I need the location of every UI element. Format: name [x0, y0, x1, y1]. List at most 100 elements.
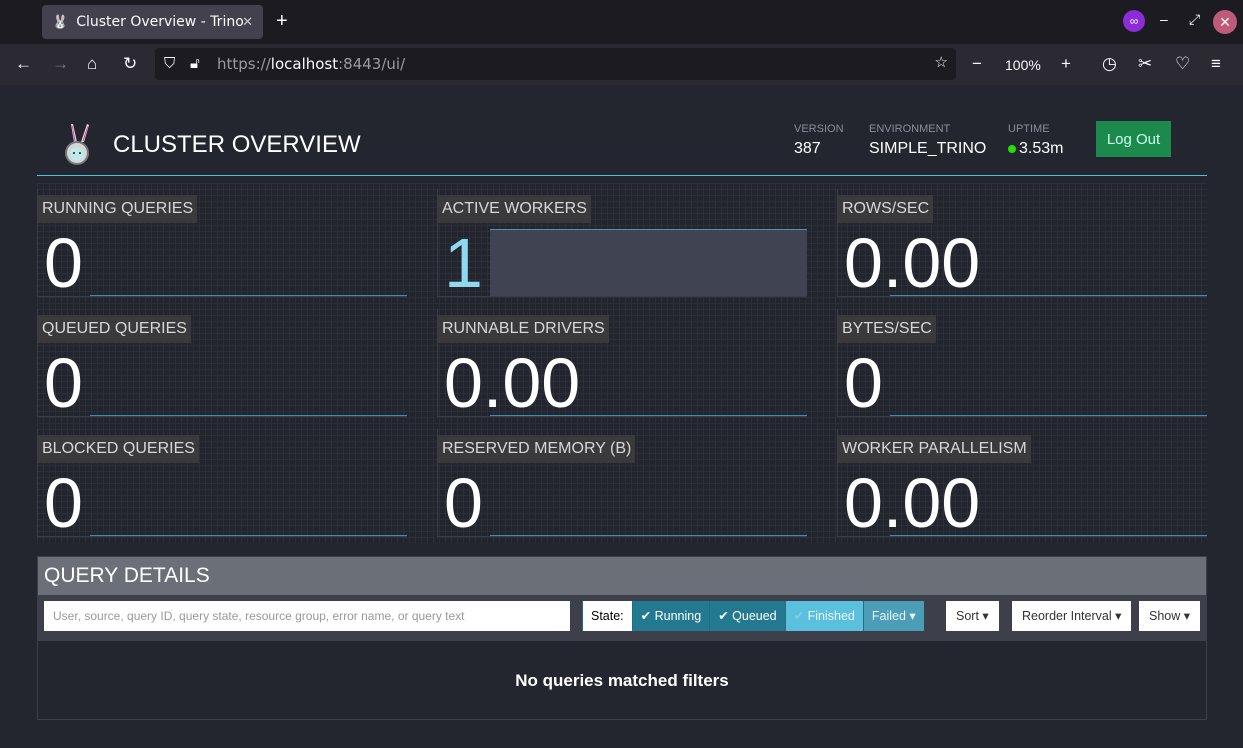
new-tab-button[interactable]: + — [276, 10, 288, 32]
sparkline — [90, 415, 407, 416]
metric-value: 0 — [44, 464, 83, 542]
zoom-level[interactable]: 100% — [1005, 57, 1041, 73]
version-value: 387 — [794, 140, 821, 157]
sparkline — [490, 535, 807, 536]
metric-label: ROWS/SEC — [838, 195, 934, 223]
metric-value: 0 — [44, 344, 83, 422]
state-queued-button[interactable]: ✔ Queued — [709, 601, 785, 631]
url-scheme: https:// — [217, 55, 271, 73]
metric-panel: BYTES/SEC 0 — [837, 309, 1207, 422]
home-icon[interactable]: ⌂ — [87, 54, 98, 73]
query-filter-bar: State: ✔ Running ✔ Queued ✔ Finished Fai… — [38, 595, 1206, 641]
version-info: VERSION 387 — [794, 123, 844, 158]
metric-panel: QUEUED QUERIES 0 — [37, 309, 407, 422]
uptime-info: UPTIME 3.53m — [1008, 123, 1063, 158]
pocket-icon[interactable]: ♡ — [1175, 54, 1191, 73]
queued-label: Queued — [732, 609, 777, 623]
bookmark-star-icon[interactable]: ☆ — [934, 53, 948, 71]
page-title: CLUSTER OVERVIEW — [113, 131, 361, 158]
close-window-button[interactable]: ✕ — [1213, 10, 1237, 34]
sparkline — [490, 415, 807, 416]
trino-favicon-icon: 🐰 — [52, 14, 69, 30]
trino-logo-icon — [65, 124, 89, 165]
back-icon[interactable]: ← — [15, 54, 32, 73]
metric-panel: ACTIVE WORKERS 1 — [437, 189, 807, 302]
query-details-title: QUERY DETAILS — [38, 557, 1206, 595]
metric-panel: RUNNABLE DRIVERS 0.00 — [437, 309, 807, 422]
metric-panel: WORKER PARALLELISM 0.00 — [837, 429, 1207, 542]
reorder-label: Reorder Interval — [1022, 609, 1112, 623]
empty-message: No queries matched filters — [515, 671, 729, 690]
close-tab-icon[interactable]: ✕ — [242, 14, 253, 30]
metric-label: RUNNING QUERIES — [38, 195, 198, 223]
metric-value: 0.00 — [844, 464, 981, 542]
metric-value: 0 — [444, 464, 483, 542]
metric-label: RUNNABLE DRIVERS — [438, 315, 609, 343]
metric-panel: ROWS/SEC 0.00 — [837, 189, 1207, 302]
zoom-in-icon[interactable]: + — [1061, 54, 1071, 73]
forward-icon[interactable]: → — [52, 54, 69, 73]
sparkline — [90, 535, 407, 536]
metric-label: WORKER PARALLELISM — [838, 435, 1031, 463]
maximize-button[interactable]: ⤢ — [1189, 11, 1201, 27]
finished-label: Finished — [807, 609, 855, 623]
state-finished-button[interactable]: ✔ Finished — [784, 601, 863, 631]
private-mask-icon: ∞ — [1123, 10, 1145, 32]
metric-value: 0 — [844, 344, 883, 422]
environment-value: SIMPLE_TRINO — [869, 140, 987, 157]
metric-label: RESERVED MEMORY (B) — [438, 435, 636, 463]
environment-info: ENVIRONMENT SIMPLE_TRINO — [869, 123, 986, 158]
url-host: localhost — [270, 55, 339, 73]
url-bar[interactable]: ⛉ 🔓︎ https://localhost:8443/ui/ ☆ — [155, 48, 956, 80]
metric-label: QUEUED QUERIES — [38, 315, 191, 343]
reorder-interval-dropdown[interactable]: Reorder Interval ▾ — [1012, 601, 1132, 631]
sparkline — [90, 295, 407, 296]
metric-value: 0 — [44, 224, 83, 302]
browser-nav-bar: ← → ⌂ ↻ ⛉ 🔓︎ https://localhost:8443/ui/ … — [0, 44, 1243, 85]
menu-icon[interactable]: ≡ — [1211, 54, 1221, 73]
tab-title: Cluster Overview - Trino — [76, 14, 244, 30]
history-icon[interactable]: ◷ — [1102, 54, 1117, 73]
running-label: Running — [654, 609, 702, 623]
metric-panel: RUNNING QUERIES 0 — [37, 189, 407, 302]
sort-label: Sort — [956, 609, 979, 623]
show-label: Show — [1149, 609, 1181, 623]
minimize-button[interactable]: – — [1160, 11, 1168, 27]
state-failed-dropdown[interactable]: Failed ▾ — [862, 601, 924, 631]
metric-label: ACTIVE WORKERS — [438, 195, 591, 223]
sort-dropdown[interactable]: Sort ▾ — [946, 601, 999, 631]
query-details: QUERY DETAILS State: ✔ Running ✔ Queued … — [37, 556, 1207, 720]
metric-value: 1 — [444, 224, 483, 302]
sparkline — [890, 415, 1207, 416]
screenshot-icon[interactable]: ✂ — [1138, 54, 1153, 73]
uptime-value: 3.53m — [1019, 140, 1064, 157]
state-filter-group: State: ✔ Running ✔ Queued ✔ Finished Fai… — [582, 601, 924, 631]
sparkline-area — [490, 229, 807, 296]
show-dropdown[interactable]: Show ▾ — [1139, 601, 1201, 631]
sparkline — [890, 295, 1207, 296]
browser-tab-bar: 🐰 Cluster Overview - Trino ✕ + ∞ – ⤢ ✕ — [0, 0, 1243, 44]
metric-panel: RESERVED MEMORY (B) 0 — [437, 429, 807, 542]
logout-button[interactable]: Log Out — [1096, 121, 1171, 157]
version-label: VERSION — [794, 123, 844, 135]
metric-value: 0.00 — [444, 344, 581, 422]
query-search-input[interactable] — [44, 601, 570, 631]
failed-label: Failed — [871, 609, 906, 623]
state-label: State: — [582, 601, 632, 631]
metric-panel: BLOCKED QUERIES 0 — [37, 429, 407, 542]
environment-label: ENVIRONMENT — [869, 123, 951, 135]
status-dot-icon — [1008, 145, 1016, 153]
header-divider — [37, 175, 1207, 176]
metric-value: 0.00 — [844, 224, 981, 302]
zoom-out-icon[interactable]: − — [972, 54, 982, 73]
uptime-label: UPTIME — [1008, 123, 1050, 135]
lock-warning-icon[interactable]: 🔓︎ — [190, 54, 200, 72]
browser-tab[interactable]: 🐰 Cluster Overview - Trino ✕ — [42, 5, 263, 39]
metric-label: BYTES/SEC — [838, 315, 936, 343]
sparkline — [890, 535, 1207, 536]
url-path: :8443/ui/ — [338, 55, 406, 73]
reload-icon[interactable]: ↻ — [123, 54, 138, 73]
shield-icon[interactable]: ⛉ — [164, 54, 176, 72]
state-running-button[interactable]: ✔ Running — [631, 601, 710, 631]
metric-label: BLOCKED QUERIES — [38, 435, 199, 463]
